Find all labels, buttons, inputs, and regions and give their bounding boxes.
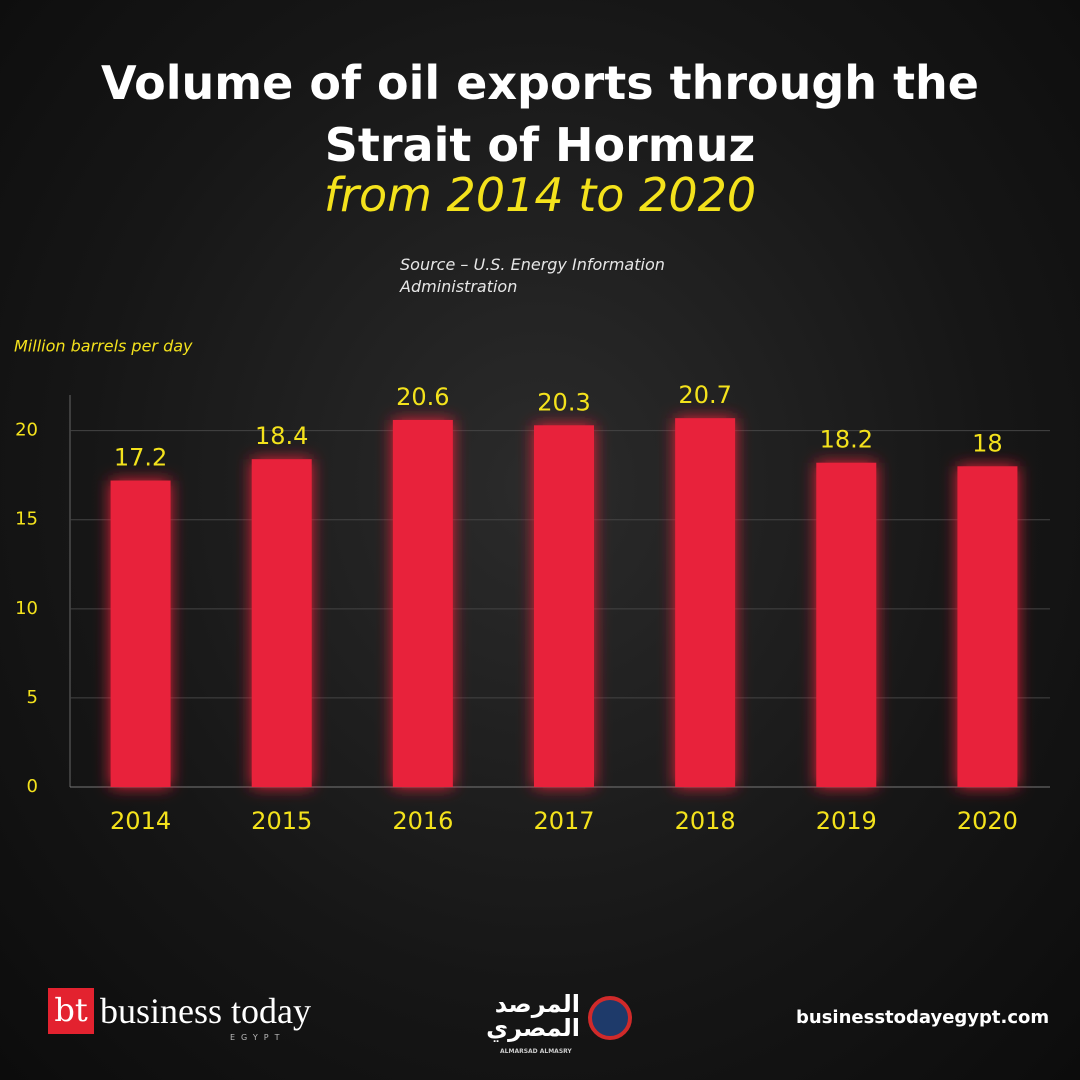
x-tick-label: 2014: [110, 807, 171, 835]
partner-sub: ALMARSAD ALMASRY: [500, 1048, 572, 1055]
bar: [392, 419, 453, 787]
chart-subtitle: from 2014 to 2020: [323, 168, 757, 222]
partner-logo: المرصد المصري: [486, 990, 580, 1042]
brand-sub: EGYPT: [230, 1033, 286, 1042]
value-label: 18: [972, 429, 1003, 457]
y-tick-label: 10: [15, 598, 38, 619]
bar: [675, 418, 736, 787]
bar: [816, 462, 877, 787]
bar: [110, 480, 171, 787]
x-tick-label: 2020: [957, 807, 1018, 835]
y-tick-label: 0: [27, 776, 38, 797]
x-tick-label: 2017: [533, 807, 594, 835]
value-label: 20.3: [537, 388, 590, 416]
value-label: 17.2: [114, 444, 167, 472]
chart-title: Volume of oil exports through the Strait…: [101, 56, 979, 172]
bar: [251, 459, 312, 787]
partner-emblem: [588, 996, 632, 1040]
x-tick-label: 2018: [675, 807, 736, 835]
bar: [957, 466, 1018, 787]
x-tick-label: 2015: [251, 807, 312, 835]
x-tick-label: 2016: [392, 807, 453, 835]
y-tick-label: 5: [27, 687, 38, 708]
website: businesstodayegypt.com: [796, 1007, 1050, 1028]
brand-name: business today: [100, 991, 311, 1031]
y-tick-label: 20: [15, 420, 38, 441]
y-tick-label: 15: [15, 509, 38, 530]
source-note: Source – U.S. Energy Information Adminis…: [400, 255, 665, 296]
y-axis-label: Million barrels per day: [14, 337, 193, 356]
bar: [534, 425, 594, 787]
x-tick-label: 2019: [816, 807, 877, 835]
value-label: 18.2: [820, 426, 873, 454]
value-label: 18.4: [255, 422, 308, 450]
value-label: 20.6: [396, 383, 449, 411]
value-label: 20.7: [678, 381, 731, 409]
brand-logo: bt: [48, 988, 94, 1034]
